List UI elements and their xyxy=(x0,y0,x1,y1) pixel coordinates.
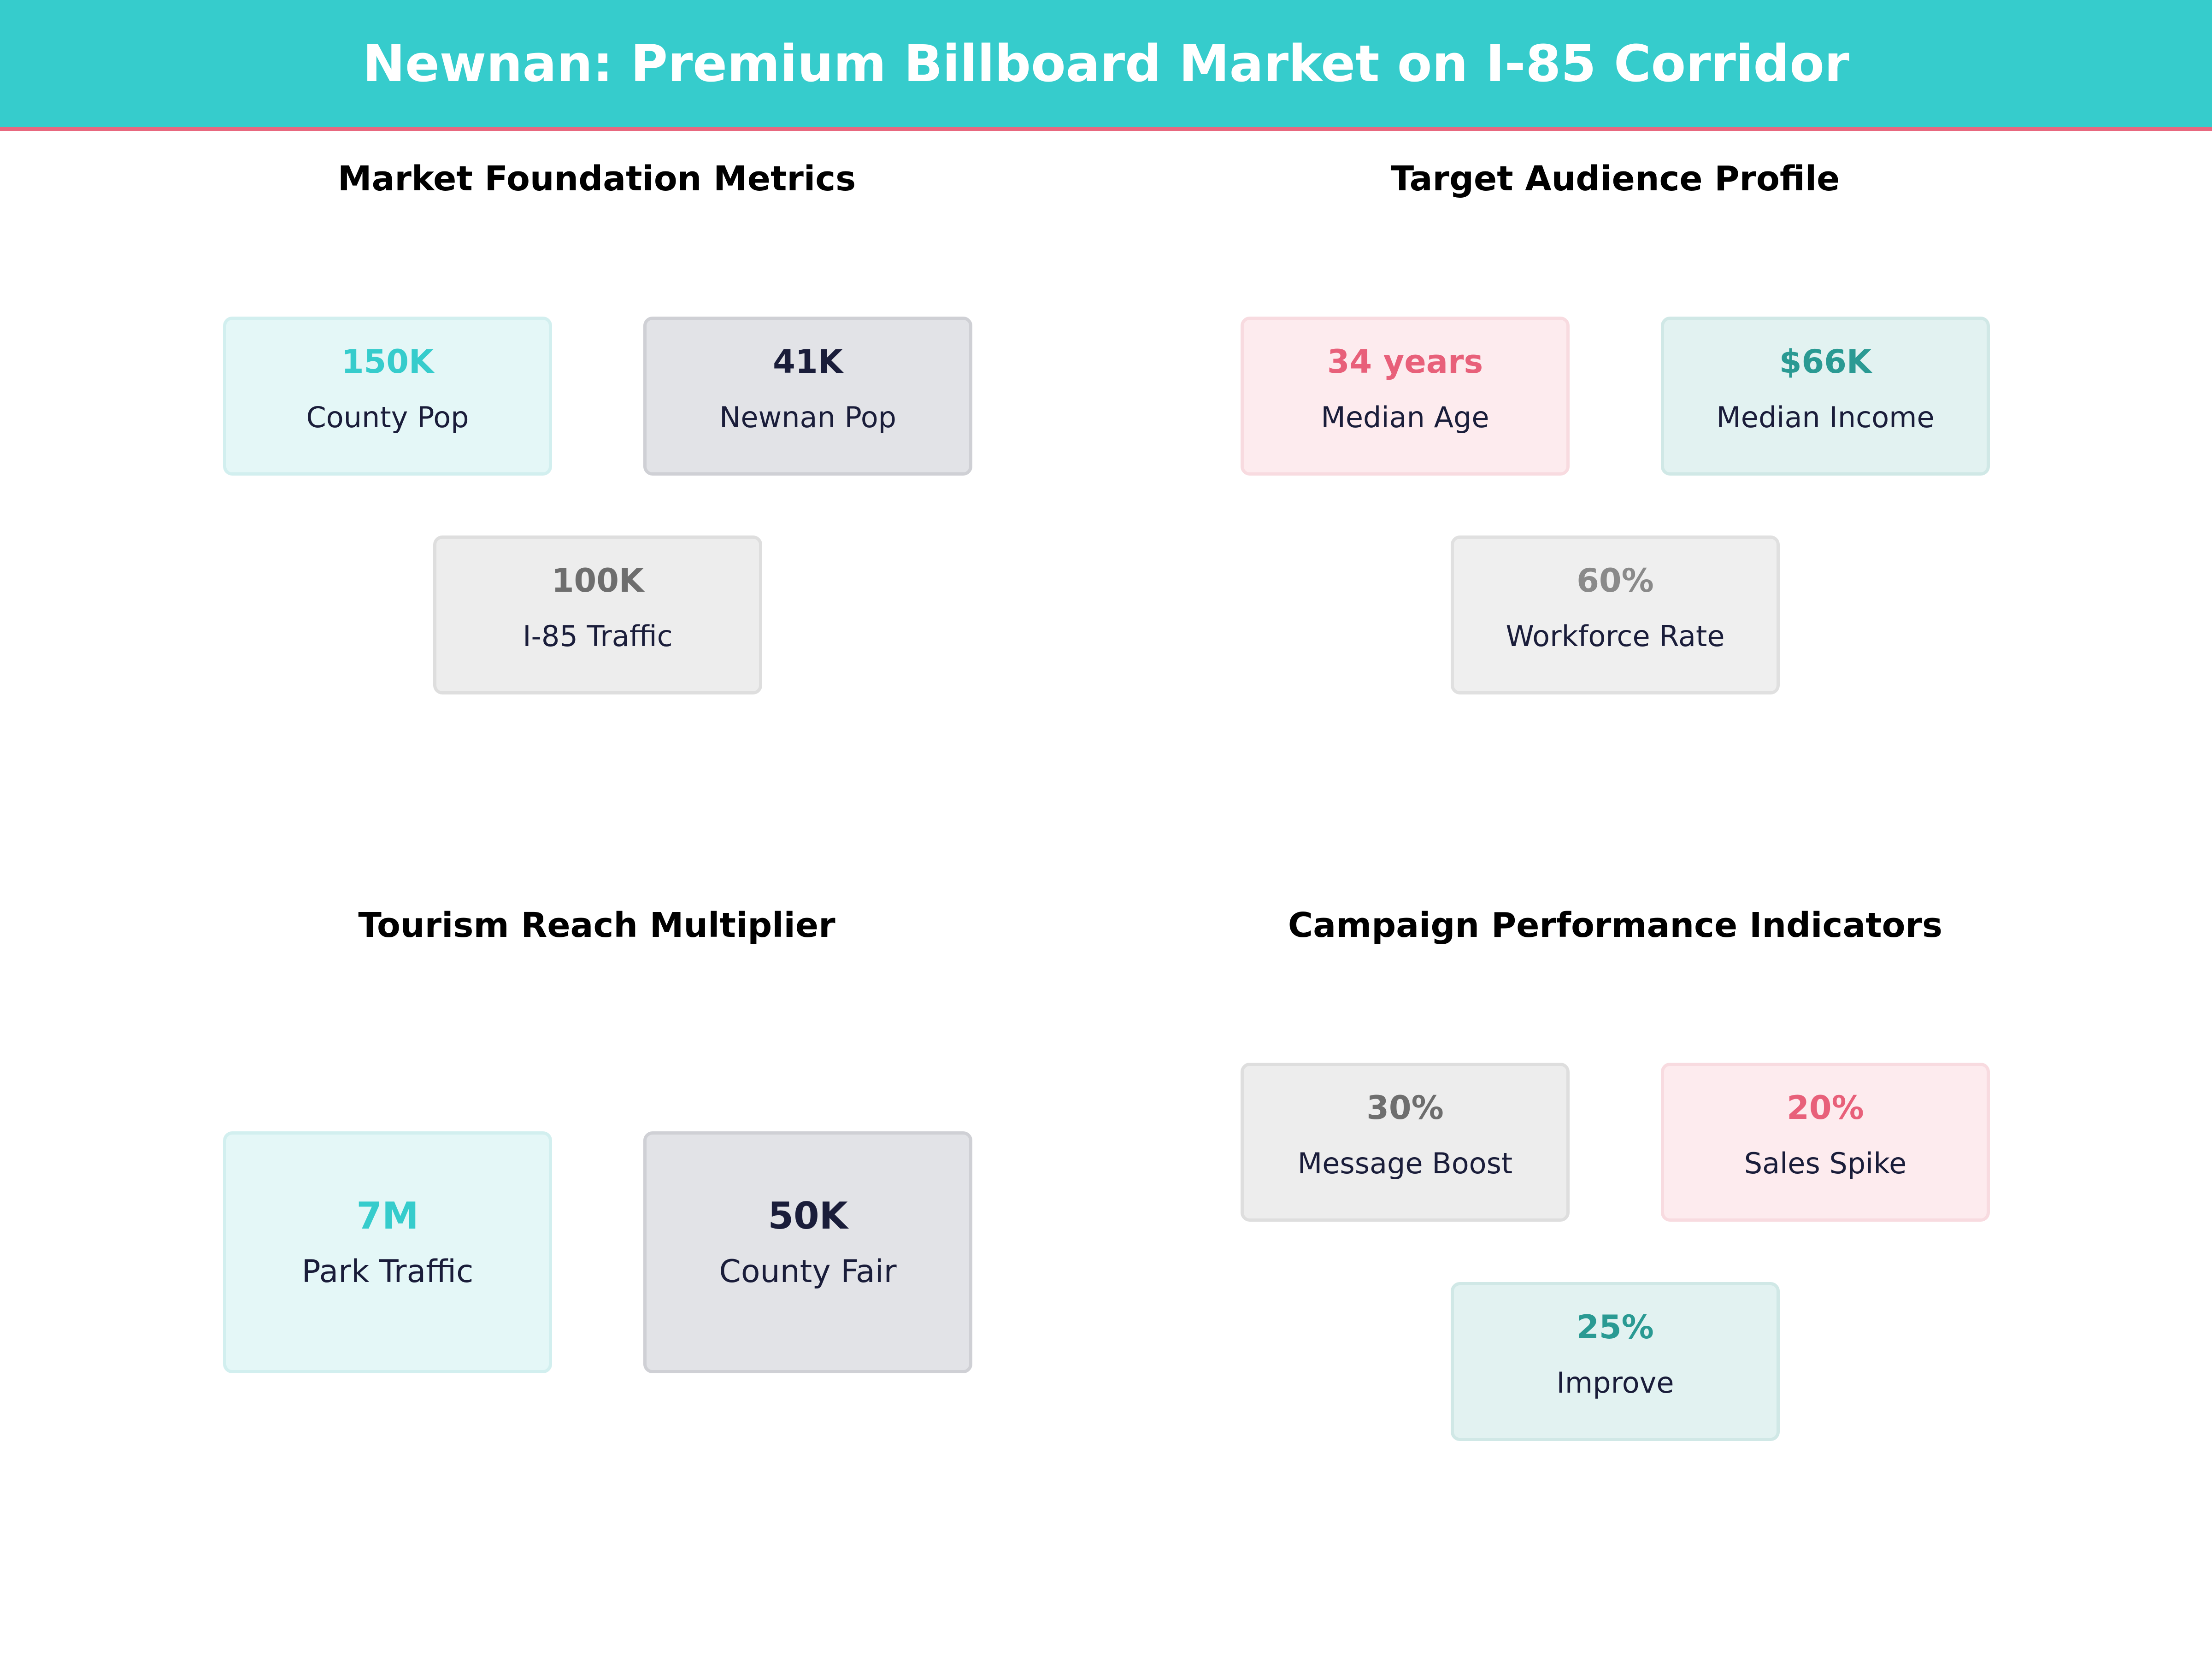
metric-label: Message Boost xyxy=(1297,1147,1513,1180)
metric-card-sales-spike: 20% Sales Spike xyxy=(1661,1063,1990,1222)
metric-label: Median Age xyxy=(1321,400,1489,434)
metric-label: Sales Spike xyxy=(1744,1147,1907,1180)
metric-value: 34 years xyxy=(1327,343,1483,381)
metric-value: 25% xyxy=(1577,1308,1654,1346)
metric-value: 20% xyxy=(1787,1089,1864,1127)
panel-title-campaign-performance: Campaign Performance Indicators xyxy=(1288,906,1943,945)
metric-value: 50K xyxy=(768,1194,848,1237)
metric-label: Median Income xyxy=(1716,400,1935,434)
panel-title-tourism-reach: Tourism Reach Multiplier xyxy=(358,906,835,945)
metric-value: 30% xyxy=(1366,1089,1444,1127)
metric-value: 150K xyxy=(341,343,434,381)
metric-card-message-boost: 30% Message Boost xyxy=(1241,1063,1570,1222)
metric-value: $66K xyxy=(1779,343,1872,381)
metric-value: 60% xyxy=(1577,562,1654,600)
metric-label: I-85 Traffic xyxy=(523,619,673,653)
metric-label: Park Traffic xyxy=(301,1253,474,1290)
metric-card-workforce-rate: 60% Workforce Rate xyxy=(1451,535,1780,694)
metric-card-i85-traffic: 100K I-85 Traffic xyxy=(433,535,762,694)
metric-card-park-traffic: 7M Park Traffic xyxy=(223,1131,552,1373)
metric-label: Newnan Pop xyxy=(719,400,896,434)
metric-card-county-fair: 50K County Fair xyxy=(643,1131,972,1373)
metric-card-improve: 25% Improve xyxy=(1451,1282,1780,1441)
panel-title-market-foundation: Market Foundation Metrics xyxy=(337,159,856,199)
panel-title-target-audience: Target Audience Profile xyxy=(1390,159,1840,199)
metric-card-median-age: 34 years Median Age xyxy=(1241,317,1570,476)
metric-card-county-pop: 150K County Pop xyxy=(223,317,552,476)
metric-card-median-income: $66K Median Income xyxy=(1661,317,1990,476)
page-title: Newnan: Premium Billboard Market on I-85… xyxy=(362,34,1850,93)
header-bar xyxy=(0,0,2212,131)
metric-label: County Fair xyxy=(719,1253,897,1290)
metric-label: County Pop xyxy=(306,400,469,434)
metric-label: Improve xyxy=(1556,1366,1674,1400)
metric-value: 7M xyxy=(356,1194,419,1237)
metric-card-newnan-pop: 41K Newnan Pop xyxy=(643,317,972,476)
metric-value: 100K xyxy=(551,562,644,600)
metric-value: 41K xyxy=(773,343,843,381)
metric-label: Workforce Rate xyxy=(1506,619,1725,653)
